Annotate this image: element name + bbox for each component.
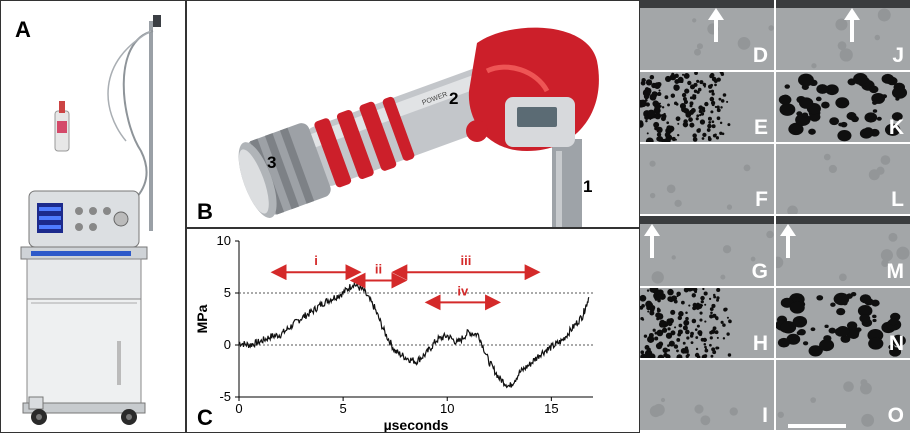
panel-h-label: H (752, 332, 768, 355)
up-arrow-icon (844, 8, 860, 42)
micrograph-panel-h: H (640, 288, 774, 358)
y-axis-label: MPa (194, 304, 210, 333)
x-tick-label: 15 (544, 401, 558, 416)
micrograph-image (640, 72, 774, 142)
micrograph-panel-j: J (776, 0, 910, 70)
panel-o-label: O (887, 404, 904, 427)
panel-d-label: D (752, 44, 768, 67)
micrograph-panel-e: E (640, 72, 774, 142)
panel-j-label: J (892, 44, 904, 67)
panel-f-label: F (755, 188, 768, 211)
annotation-label-ii: ii (375, 262, 382, 277)
panel-l-label: L (891, 188, 904, 211)
panel-a: A (0, 0, 186, 433)
micrograph-image (640, 360, 774, 430)
panel-e-label: E (753, 116, 768, 139)
annotation-label-iii: iii (461, 253, 472, 268)
panel-c-label: C (197, 405, 213, 430)
panel-b-label: B (197, 199, 213, 224)
y-tick-label: 10 (217, 233, 231, 248)
micrograph-image (776, 288, 910, 358)
y-tick-label: 5 (224, 285, 231, 300)
image-grid: D E F G H I J K L M N O (640, 0, 910, 433)
lithotripter-console-image (20, 15, 161, 425)
micrograph-panel-n: N (776, 288, 910, 358)
y-tick-label: -5 (219, 389, 231, 404)
part-label-1: 1 (583, 177, 593, 196)
micrograph-image (776, 144, 910, 214)
micrograph-panel-i: I (640, 360, 774, 430)
up-arrow-icon (644, 224, 660, 258)
x-tick-label: 10 (440, 401, 454, 416)
y-tick-label: 0 (224, 337, 231, 352)
micrograph-image (776, 72, 910, 142)
part-label-3: 3 (267, 153, 277, 172)
annotation-label-i: i (314, 253, 318, 268)
panel-m-label: M (886, 260, 905, 283)
x-tick-label: 0 (235, 401, 242, 416)
micrograph-image (640, 216, 774, 286)
micrograph-panel-d: D (640, 0, 774, 70)
panel-c: i ii iii iv 0 5 10 15 -5 0 5 10 µseconds MPa C (186, 228, 640, 433)
scale-bar (788, 424, 846, 428)
micrograph-panel-k: K (776, 72, 910, 142)
x-axis-label: µseconds (384, 417, 449, 433)
micrograph-image (776, 360, 910, 430)
micrograph-panel-l: L (776, 144, 910, 214)
panel-b: POWER B 3 2 1 (186, 0, 640, 228)
panel-g-label: G (751, 260, 768, 283)
micrograph-image (640, 288, 774, 358)
micrograph-image (776, 0, 910, 70)
pressure-trace (238, 281, 590, 389)
micrograph-panel-o: O (776, 360, 910, 430)
micrograph-panel-f: F (640, 144, 774, 214)
annotation-label-iv: iv (457, 283, 469, 298)
panel-k-label: K (888, 116, 904, 139)
micrograph-panel-m: M (776, 216, 910, 286)
micrograph-image (776, 216, 910, 286)
micrograph-panel-g: G (640, 216, 774, 286)
micrograph-image (640, 0, 774, 70)
part-label-2: 2 (449, 89, 459, 108)
micrograph-image (640, 144, 774, 214)
x-tick-label: 5 (340, 401, 347, 416)
panel-a-label: A (15, 17, 31, 42)
up-arrow-icon (780, 224, 796, 258)
handpiece-image: POWER (238, 27, 599, 227)
up-arrow-icon (708, 8, 724, 42)
panel-n-label: N (888, 332, 904, 355)
panel-i-label: I (762, 404, 768, 427)
